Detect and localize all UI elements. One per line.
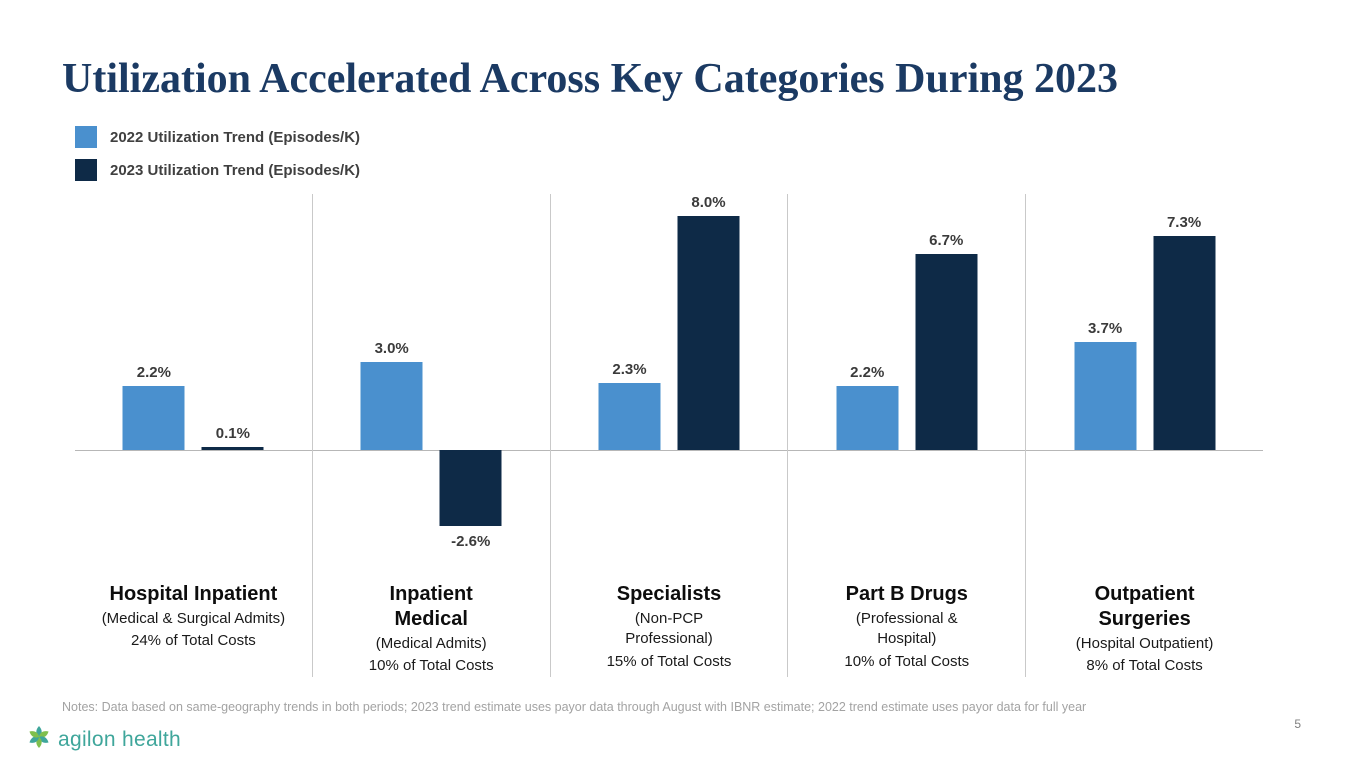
- legend-label-2023: 2023 Utilization Trend (Episodes/K): [110, 161, 361, 179]
- category-cost-share: 15% of Total Costs: [606, 652, 732, 670]
- bar-2023: [677, 216, 740, 450]
- bar-pair: 2.3% 8.0%: [598, 194, 740, 560]
- category-subtitle: (Medical & Surgical Admits): [101, 610, 286, 627]
- category-label-block: Specialists (Non-PCP Professional) 15% of …: [551, 560, 788, 672]
- category-name: Part B Drugs: [845, 583, 968, 605]
- category-subtitle: (Hospital Outpatient): [1075, 635, 1214, 652]
- category-name: Hospital Inpatient: [109, 583, 278, 605]
- bar-value-label: 0.1%: [215, 425, 250, 443]
- bar-value-label: -2.6%: [451, 533, 491, 551]
- category-group: 3.7% 7.3% Outpatient Surgeries (Hospital Ou…: [1025, 194, 1263, 677]
- bar-pair: 2.2% 6.7%: [836, 194, 978, 560]
- bar-pair: 2.2% 0.1%: [122, 194, 264, 560]
- category-group: 2.2% 6.7% Part B Drugs (Professional & Hosp…: [787, 194, 1025, 677]
- bar-value-label: 3.7%: [1087, 319, 1123, 337]
- bar-value-label: 6.7%: [929, 232, 964, 250]
- bar-pair: 3.0% -2.6%: [360, 194, 502, 560]
- bar-2023: [201, 447, 264, 450]
- bar-value-label: 8.0%: [691, 194, 726, 211]
- category-label-block: Inpatient Medical (Medical Admits) 10% of …: [313, 560, 550, 677]
- bar-2022: [836, 385, 899, 450]
- category-cost-share: 8% of Total Costs: [1086, 657, 1203, 675]
- category-group: 2.2% 0.1% Hospital Inpatient (Medical & Sur…: [75, 194, 312, 677]
- legend-label-2022: 2022 Utilization Trend (Episodes/K): [110, 128, 361, 146]
- bar-2022: [122, 385, 185, 450]
- category-group: 3.0% -2.6% Inpatient Medical (Medical Admit…: [311, 194, 550, 677]
- chart-legend: 2022 Utilization Trend (Episodes/K) 2023…: [75, 126, 360, 181]
- zero-axis-line: [75, 450, 1263, 451]
- bar-value-label: 2.3%: [612, 360, 647, 378]
- category-label-block: Part B Drugs (Professional & Hospital) 10%…: [788, 560, 1025, 672]
- category-subtitle: (Medical Admits): [375, 635, 487, 652]
- legend-item-2022: 2022 Utilization Trend (Episodes/K): [75, 126, 360, 148]
- agilon-logo: agilon health: [26, 724, 181, 755]
- legend-swatch-2022: [75, 126, 97, 148]
- category-label-block: Outpatient Surgeries (Hospital Outpatient…: [1026, 560, 1263, 677]
- category-name: Outpatient Surgeries: [1094, 583, 1195, 630]
- bar-2023: [439, 450, 502, 527]
- category-cost-share: 24% of Total Costs: [131, 632, 256, 650]
- category-subtitle: (Professional & Hospital): [855, 610, 958, 648]
- category-name: Inpatient Medical: [389, 583, 473, 630]
- plot-area: 2.3% 8.0%: [551, 194, 788, 560]
- bar-2022: [598, 382, 661, 450]
- plot-area: 3.7% 7.3%: [1026, 194, 1263, 560]
- agilon-logo-icon: [26, 724, 52, 755]
- bar-2022: [1074, 341, 1137, 450]
- bar-value-label: 2.2%: [136, 363, 171, 381]
- bar-value-label: 3.0%: [374, 340, 409, 358]
- bar-chart-groups: 2.2% 0.1% Hospital Inpatient (Medical & Sur…: [75, 194, 1263, 677]
- notes-text: Notes: Data based on same-geography tren…: [62, 700, 1087, 714]
- bar-2022: [360, 362, 423, 450]
- legend-item-2023: 2023 Utilization Trend (Episodes/K): [75, 159, 360, 181]
- plot-area: 3.0% -2.6%: [313, 194, 550, 560]
- bar-chart: 2.2% 0.1% Hospital Inpatient (Medical & Sur…: [75, 194, 1263, 677]
- page-number: 5: [1294, 717, 1301, 731]
- category-name: Specialists: [616, 583, 722, 605]
- bar-2023: [915, 254, 978, 450]
- category-label-block: Hospital Inpatient (Medical & Surgical Ad…: [75, 560, 312, 652]
- plot-area: 2.2% 6.7%: [788, 194, 1025, 560]
- plot-area: 2.2% 0.1%: [75, 194, 312, 560]
- agilon-logo-text: agilon health: [58, 727, 181, 751]
- category-cost-share: 10% of Total Costs: [368, 657, 494, 675]
- page-title: Utilization Accelerated Across Key Categ…: [62, 56, 1119, 102]
- bar-value-label: 2.2%: [850, 363, 885, 381]
- category-cost-share: 10% of Total Costs: [844, 652, 970, 670]
- category-group: 2.3% 8.0% Specialists (Non-PCP Professional…: [549, 194, 788, 677]
- bar-2023: [1153, 236, 1216, 450]
- legend-swatch-2023: [75, 159, 97, 181]
- bar-pair: 3.7% 7.3%: [1074, 194, 1216, 560]
- bar-value-label: 7.3%: [1166, 214, 1202, 232]
- category-subtitle: (Non-PCP Professional): [625, 610, 713, 648]
